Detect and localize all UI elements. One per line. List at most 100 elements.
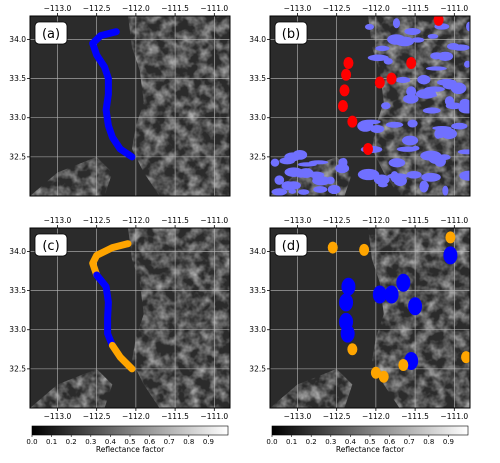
colorbar-left: 0.0 0.1 0.2 0.3 0.4 0.5 0.6 0.7 0.8 0.9 Reflectanc… [26,425,229,454]
y-tick-label: 32.5 [249,364,266,373]
detection-patch [406,171,422,179]
x-tick-label: −111.0 [200,4,228,13]
detection-patch [411,37,425,43]
detection-patch [404,27,421,36]
detection-patch [427,33,439,39]
y-tick-label: 33.5 [9,74,26,83]
detection-patch [307,171,325,178]
cloud-texture [368,228,470,408]
track-line [108,341,136,373]
colorbar-tick-label: 0.5 [364,438,375,446]
colorbar-label: Reflectance factor [336,445,405,454]
detection-patch [420,150,442,161]
colorbar-tick-label: 0.9 [203,438,214,446]
x-tick-label: −111.0 [440,412,468,421]
x-tick-label: −111.5 [401,216,429,225]
detection-patch [407,119,418,128]
detection-patch [425,66,447,71]
detection-patch-red [374,76,385,89]
detection-patch [357,120,374,132]
cloud-texture [270,368,353,408]
detection-patch [274,175,285,185]
colorbar-tick-label: 0.8 [423,438,434,446]
detection-patch [364,23,375,30]
detection-blob-blue [341,277,356,296]
x-tick-label: −112.5 [83,412,111,421]
x-tick-label: −112.0 [362,412,390,421]
track-line [89,240,132,279]
detection-patch-red [337,100,348,112]
detection-patch [451,122,468,130]
colorbar-tick-label: 0.7 [404,438,415,446]
panel-frame [269,227,471,409]
detection-blob-orange [461,351,470,364]
colorbar-tick-label: 0.5 [124,438,135,446]
detection-patch [373,174,390,185]
detection-patch [393,175,402,185]
panel-frame [269,15,471,197]
x-tick-label: −111.5 [161,216,189,225]
colorbar-tick-label: 0.0 [26,438,37,446]
detection-patch [430,52,443,60]
x-tick-label: −112.0 [362,4,390,13]
detection-patch-red [386,72,397,85]
detection-patch [417,74,431,85]
detection-patch [422,107,441,114]
detection-patch [271,188,288,196]
y-tick-label: 32.5 [249,152,266,161]
detection-patch [450,82,467,95]
detection-patch [279,157,296,165]
panel-frame [29,15,231,197]
detection-patch [419,180,429,193]
detection-patch [459,170,470,181]
detection-patch [415,89,437,99]
y-tick-label: 33.5 [9,286,26,295]
y-tick-label: 33.5 [249,286,266,295]
x-tick-label: −112.5 [323,216,351,225]
x-tick-label: −112.5 [83,216,111,225]
cloud-texture [30,156,113,196]
y-tick-label: 34.0 [249,247,266,256]
y-tick-label: 33.0 [9,113,26,122]
detection-patch [361,173,369,180]
detection-blob-orange [327,241,338,254]
colorbar-tick-label: 0.9 [443,438,454,446]
detection-patch [451,44,470,51]
detection-blob-orange [359,243,370,256]
detection-blob-blue [443,246,458,265]
colorbar-tick-label: 0.1 [46,438,57,446]
detection-patch-red [339,84,350,97]
detection-patch [367,54,389,62]
detection-blob-orange [347,343,358,356]
detection-blob-orange [370,366,381,379]
detection-patch [270,158,280,167]
x-tick-label: −112.5 [323,412,351,421]
detection-blob-blue [372,285,387,304]
track-line [89,28,136,161]
x-tick-label: −112.5 [323,4,351,13]
panel-label: (b) [282,27,300,42]
x-tick-label: −112.0 [362,216,390,225]
detection-patch [327,184,341,195]
colorbar-tick-label: 0.6 [384,438,396,446]
colorbar-tick-label: 0.4 [105,438,117,446]
panel-c: (c) −113.0 −112.5 −112.0 −111.5 −111.0 34.0 33.… [9,216,231,421]
panel-label-box [274,233,308,257]
detection-patch [288,189,297,194]
detection-patch [297,162,317,167]
detection-blob-blue [396,273,411,292]
detection-patch-red [433,16,444,26]
detection-patch [281,181,295,191]
panel-label-box [34,233,68,257]
detection-patch [401,135,419,146]
cloud-texture [30,368,113,408]
detection-patch-red [347,115,358,128]
detection-patch [421,172,441,182]
x-tick-label: −112.0 [122,216,150,225]
colorbar-tick-label: 0.6 [144,438,156,446]
track-line [93,271,116,349]
x-tick-label: −111.5 [401,412,429,421]
x-tick-label: −111.0 [200,412,228,421]
detection-patch [392,18,401,29]
detection-blob-blue [384,285,399,304]
